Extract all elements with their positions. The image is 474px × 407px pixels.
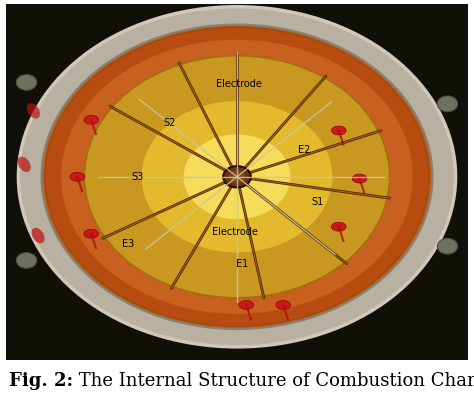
Ellipse shape xyxy=(70,172,85,181)
Ellipse shape xyxy=(276,300,291,309)
Text: S2: S2 xyxy=(164,118,176,128)
Text: S1: S1 xyxy=(312,197,324,207)
Ellipse shape xyxy=(18,7,456,347)
Circle shape xyxy=(223,166,251,188)
Text: S3: S3 xyxy=(131,172,144,182)
Ellipse shape xyxy=(27,103,40,118)
Ellipse shape xyxy=(32,228,45,243)
Ellipse shape xyxy=(239,300,254,309)
Circle shape xyxy=(228,171,246,183)
Ellipse shape xyxy=(142,101,332,252)
Text: E2: E2 xyxy=(298,145,310,155)
Text: E1: E1 xyxy=(236,259,248,269)
Text: E3: E3 xyxy=(122,239,135,249)
Ellipse shape xyxy=(45,27,429,326)
Ellipse shape xyxy=(183,134,291,219)
Text: Fig. 2:: Fig. 2: xyxy=(9,372,73,390)
Ellipse shape xyxy=(331,222,346,231)
Ellipse shape xyxy=(84,115,99,124)
Text: Electrode: Electrode xyxy=(212,227,258,237)
Circle shape xyxy=(438,239,458,254)
Ellipse shape xyxy=(42,24,432,329)
Ellipse shape xyxy=(84,56,390,298)
Ellipse shape xyxy=(18,157,31,172)
Text: Electrode: Electrode xyxy=(216,79,262,89)
Text: The Internal Structure of Combustion Chambe: The Internal Structure of Combustion Cha… xyxy=(73,372,474,390)
Ellipse shape xyxy=(84,229,99,238)
Ellipse shape xyxy=(352,174,367,183)
Ellipse shape xyxy=(61,40,413,314)
Ellipse shape xyxy=(331,126,346,135)
Circle shape xyxy=(16,74,36,90)
Circle shape xyxy=(16,253,36,268)
Circle shape xyxy=(438,96,458,112)
